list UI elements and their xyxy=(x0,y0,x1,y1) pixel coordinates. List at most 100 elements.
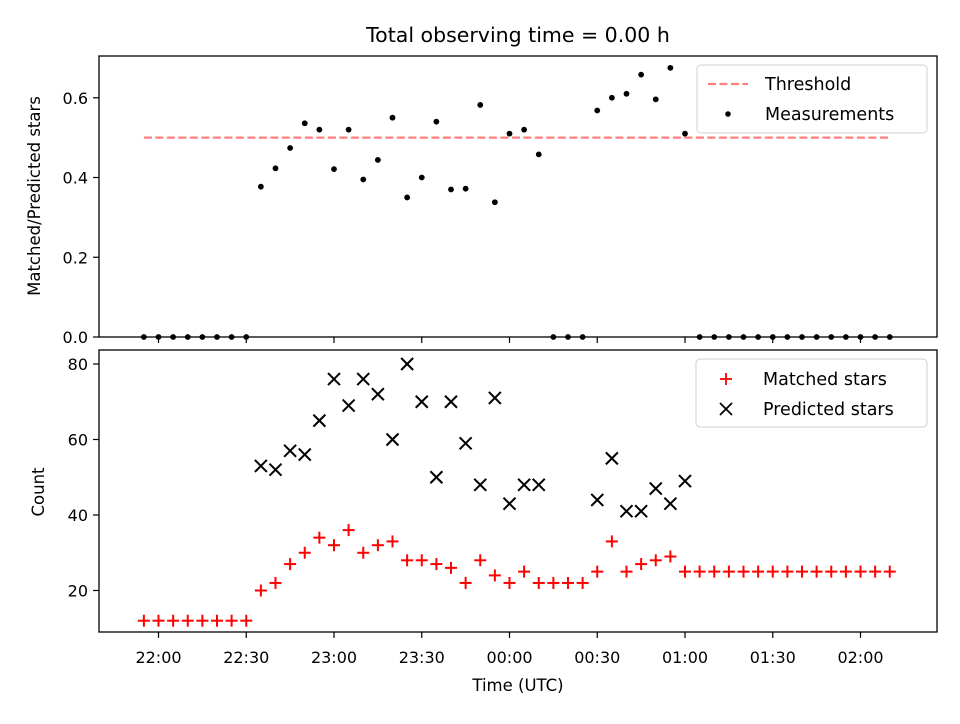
predicted-star-point xyxy=(502,496,517,511)
matched-star-point xyxy=(605,535,618,548)
measurement-point xyxy=(667,64,674,71)
matched-star-point xyxy=(211,614,223,627)
matched-star-point xyxy=(532,576,545,589)
measurement-point xyxy=(389,114,396,121)
predicted-star-point xyxy=(268,462,283,477)
measurement-point xyxy=(272,165,279,172)
measurement-point xyxy=(594,107,601,114)
top-legend-box xyxy=(696,64,928,134)
measurement-point xyxy=(623,90,630,97)
predicted-star-point xyxy=(356,372,370,386)
matched-star-point xyxy=(445,561,457,574)
predicted-star-point xyxy=(415,395,429,409)
bottom-x-tick-label: 02:00 xyxy=(837,648,883,667)
matched-star-point xyxy=(357,546,370,559)
matched-star-point xyxy=(474,554,487,567)
legend-predicted-label: Predicted stars xyxy=(763,400,894,420)
predicted-star-point xyxy=(429,470,444,484)
bottom-y-tick-label: 80 xyxy=(68,355,88,374)
measurement-point xyxy=(404,194,411,201)
matched-star-point xyxy=(488,569,501,582)
measurement-point xyxy=(652,96,659,103)
top-y-axis-label: Matched/Predicted stars xyxy=(25,96,44,296)
chart-title: Total observing time = 0.00 h xyxy=(365,23,670,47)
predicted-star-point xyxy=(590,493,604,507)
matched-star-point xyxy=(708,565,721,578)
matched-star-point xyxy=(664,550,677,563)
matched-star-point xyxy=(181,614,194,627)
predicted-star-point xyxy=(283,444,297,458)
matched-star-point xyxy=(679,565,691,578)
matched-star-point xyxy=(752,565,765,578)
matched-star-point xyxy=(722,565,735,578)
predicted-star-point xyxy=(312,413,327,428)
measurement-point xyxy=(491,199,498,206)
predicted-star-point xyxy=(385,432,400,447)
measurement-point xyxy=(638,71,645,78)
bottom-y-axis-label: Count xyxy=(29,467,48,517)
matched-star-point xyxy=(810,565,823,578)
bottom-y-ticks: 20 40 60 80 xyxy=(68,355,99,601)
top-panel: Total observing time = 0.00 h 0.00.20.40… xyxy=(25,23,938,347)
bottom-x-ticks: 22:00 22:30 23:00 23:30 00:00 00:30 01:00 01:30… xyxy=(135,632,884,667)
top-y-ticks: 0.0 0.2 0.4 0.6 xyxy=(63,89,99,347)
bottom-legend-box xyxy=(695,358,928,428)
legend-predicted-swatch xyxy=(719,402,733,416)
matched-star-point xyxy=(620,565,633,578)
matched-star-point xyxy=(328,539,340,552)
matched-star-point xyxy=(313,531,326,544)
measurement-point xyxy=(682,130,688,137)
predicted-star-point xyxy=(532,478,546,492)
measurement-point xyxy=(345,126,352,133)
matched-star-point xyxy=(401,554,414,567)
legend-matched-label: Matched stars xyxy=(763,370,887,390)
predicted-star-point xyxy=(488,391,502,405)
bottom-x-tick-label: 22:30 xyxy=(223,648,269,667)
top-x-ticks xyxy=(157,337,862,343)
matched-star-point xyxy=(254,584,267,597)
matched-star-point xyxy=(839,565,852,578)
predicted-star-point xyxy=(649,481,663,496)
matched-star-point xyxy=(766,565,779,578)
bottom-x-tick-label: 23:00 xyxy=(311,648,357,667)
predicted-star-point xyxy=(619,504,634,518)
matched-star-point xyxy=(503,576,516,589)
top-y-tick-label: 0.2 xyxy=(63,248,88,267)
bottom-legend: Matched stars Predicted stars xyxy=(695,358,928,428)
matched-star-point xyxy=(240,614,253,627)
bottom-x-tick-label: 01:30 xyxy=(750,648,796,667)
measurement-point xyxy=(608,94,615,101)
predicted-star-point xyxy=(517,478,531,492)
matched-star-point xyxy=(459,576,472,589)
matched-star-point xyxy=(547,576,560,589)
bottom-x-tick-label: 22:00 xyxy=(135,648,181,667)
measurement-point xyxy=(418,174,425,181)
x-axis-label: Time (UTC) xyxy=(471,676,563,695)
bottom-y-tick-label: 40 xyxy=(68,506,88,525)
bottom-x-tick-label: 00:30 xyxy=(574,648,620,667)
matched-star-point xyxy=(854,565,867,578)
matched-star-point xyxy=(137,614,150,627)
matched-star-point xyxy=(737,565,750,578)
matched-star-point xyxy=(415,554,428,567)
legend-measurements-label: Measurements xyxy=(765,105,894,125)
measurement-point xyxy=(535,151,542,158)
matched-star-point xyxy=(269,576,282,589)
matched-star-point xyxy=(284,558,297,571)
predicted-star-point xyxy=(298,447,312,462)
top-legend: Threshold Measurements xyxy=(696,64,928,134)
bottom-x-tick-label: 23:30 xyxy=(399,648,445,667)
matched-star-point xyxy=(825,565,838,578)
matched-star-point xyxy=(225,614,238,627)
bottom-x-tick-label: 01:00 xyxy=(662,648,708,667)
matched-star-point xyxy=(298,546,311,559)
top-y-tick-label: 0.0 xyxy=(63,328,88,347)
measurement-point xyxy=(316,126,323,133)
matched-star-point xyxy=(796,565,808,578)
predicted-star-point xyxy=(678,474,692,488)
measurement-point xyxy=(287,145,294,151)
matched-star-point xyxy=(386,535,399,548)
predicted-star-point xyxy=(341,398,356,413)
matched-star-point xyxy=(152,614,165,627)
